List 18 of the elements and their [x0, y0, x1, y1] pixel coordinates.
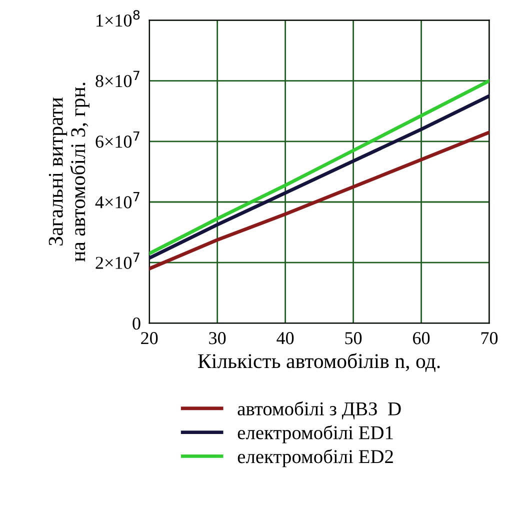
x-tick-label: 70	[481, 332, 498, 344]
legend-label: електромобілі ED1	[238, 425, 393, 444]
line-series	[149, 130, 490, 270]
y-tick-label: 4×10$^{7}$	[95, 192, 140, 208]
x-tick-label: 60	[413, 332, 430, 344]
y-tick-label: 6×10$^{7}$	[96, 131, 140, 148]
x-axis-title: Кількість автомобілів n, од.	[198, 353, 440, 372]
y-tick-label: 8×10$^{7}$	[96, 70, 140, 88]
y-axis-title: Загальні витрати на автомобілі З, грн.	[48, 82, 90, 262]
y-tick-label: 0	[132, 317, 140, 330]
y-tick-label: 1×10$^{8}$	[96, 10, 140, 27]
x-tick-label: 40	[276, 332, 294, 344]
x-tick-label: 50	[345, 332, 362, 344]
legend-label: електромобілі ED2	[238, 449, 393, 468]
legend-label: автомобілі з ДВЗ D	[238, 401, 401, 420]
x-tick-label: 30	[209, 332, 226, 344]
y-tick-label: 2×10$^{7}$	[96, 252, 140, 269]
x-tick-label: 20	[141, 332, 158, 344]
